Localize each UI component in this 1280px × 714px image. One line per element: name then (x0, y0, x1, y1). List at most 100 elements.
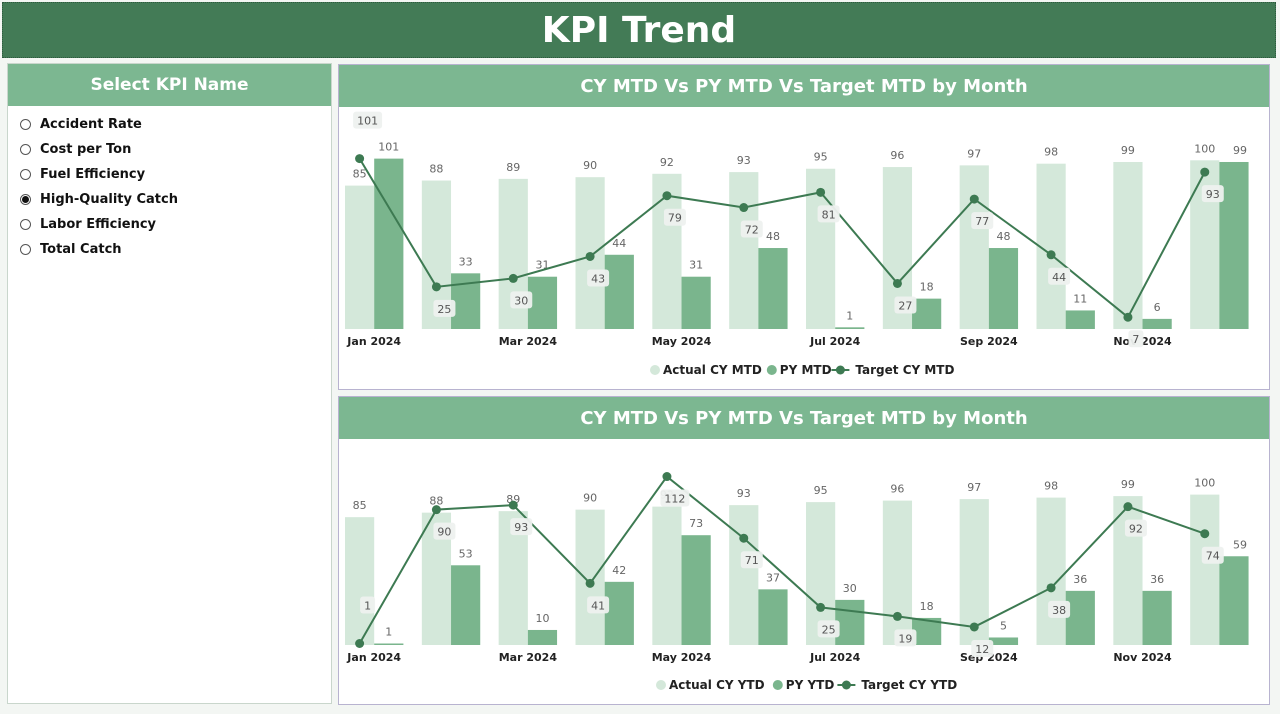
py-bar (681, 276, 711, 329)
x-tick-label: Jan 2024 (346, 335, 401, 348)
py-bar (1142, 318, 1172, 329)
py-data-label: 1 (846, 309, 853, 322)
kpi-option-accident-rate[interactable]: Accident Rate (20, 112, 331, 137)
actual-data-label: 90 (583, 492, 597, 505)
target-label-bg (510, 291, 533, 309)
target-data-label: 30 (510, 291, 533, 309)
target-label-text: 93 (1206, 188, 1220, 201)
target-data-label: 44 (1048, 267, 1071, 285)
radio-icon[interactable] (20, 244, 31, 255)
kpi-option-cost-per-ton[interactable]: Cost per Ton (20, 137, 331, 162)
target-label-text: 38 (1052, 604, 1066, 617)
target-data-label: 92 (1124, 519, 1147, 537)
py-data-label: 11 (1073, 292, 1087, 305)
actual-bar (959, 499, 989, 645)
actual-data-label: 98 (1044, 146, 1058, 159)
py-data-label: 42 (612, 564, 626, 577)
py-data-label: 53 (459, 547, 473, 560)
target-data-label: 72 (740, 220, 763, 238)
actual-bar (882, 500, 913, 645)
kpi-option-high-quality-catch[interactable]: High-Quality Catch (20, 187, 331, 212)
target-point (1200, 167, 1210, 177)
kpi-option-label: Cost per Ton (40, 142, 132, 157)
x-tick-label: May 2024 (652, 335, 712, 348)
target-point (1046, 250, 1056, 260)
chart-legend: Actual CY YTD PY YTD Target CY YTD (656, 678, 957, 692)
radio-icon[interactable] (20, 169, 31, 180)
py-data-label: 37 (766, 571, 780, 584)
target-label-text: 79 (668, 212, 682, 225)
kpi-option-label: Fuel Efficiency (40, 167, 146, 182)
actual-bar (345, 185, 375, 329)
py-bar (912, 298, 942, 329)
target-label-text: 12 (975, 643, 989, 656)
x-tick-label: Jan 2024 (346, 651, 401, 664)
kpi-option-total-catch[interactable]: Total Catch (20, 237, 331, 262)
py-bar (988, 637, 1019, 645)
py-bar (835, 599, 865, 645)
py-data-label: 31 (689, 259, 703, 272)
target-label-text: 81 (822, 208, 836, 221)
target-data-label: 112 (660, 489, 690, 507)
actual-data-label: 85 (353, 168, 367, 181)
page-title: KPI Trend (541, 9, 737, 51)
target-point (1200, 529, 1210, 539)
radio-icon[interactable] (20, 219, 31, 230)
py-data-label: 18 (920, 281, 934, 294)
legend-py-marker (772, 680, 783, 690)
target-point (662, 191, 672, 201)
target-data-label: 79 (663, 208, 686, 226)
actual-data-label: 90 (583, 159, 597, 172)
target-label-bg (971, 639, 994, 657)
legend-actual-label: Actual CY MTD (663, 363, 762, 377)
py-data-label: 30 (843, 582, 857, 595)
actual-data-label: 99 (1121, 144, 1135, 157)
py-bar (681, 535, 711, 645)
target-label-bg (740, 220, 763, 238)
py-bar (527, 276, 558, 329)
py-bar (835, 327, 865, 329)
radio-icon[interactable] (20, 144, 31, 155)
target-label-text: 30 (514, 294, 528, 307)
target-label-text: 43 (591, 272, 605, 285)
chart-title: CY MTD Vs PY MTD Vs Target MTD by Month (339, 397, 1269, 439)
target-data-label: 25 (817, 620, 840, 638)
target-point (1123, 312, 1133, 322)
kpi-option-fuel-efficiency[interactable]: Fuel Efficiency (20, 162, 331, 187)
target-label-text: 27 (898, 299, 912, 312)
py-bar (758, 248, 788, 329)
target-point (508, 273, 518, 283)
target-data-label: 7 (1128, 330, 1144, 348)
target-data-label: 74 (1201, 546, 1224, 564)
py-bar (604, 254, 634, 329)
py-data-label: 5 (1000, 619, 1007, 632)
target-label-bg (894, 629, 917, 647)
mtd-chart-panel: CY MTD Vs PY MTD Vs Target MTD by Month … (338, 64, 1270, 390)
chart-legend: Actual CY MTD PY MTD Target CY MTD (650, 363, 954, 377)
actual-bar (729, 505, 759, 645)
page-header: KPI Trend (2, 2, 1276, 58)
target-point (431, 505, 441, 515)
actual-bar (1190, 494, 1220, 645)
legend-actual-label: Actual CY YTD (669, 678, 765, 692)
kpi-slicer: Select KPI Name Accident Rate Cost per T… (7, 63, 332, 704)
target-data-label: 1 (360, 596, 376, 614)
kpi-option-label: High-Quality Catch (40, 192, 178, 207)
x-tick-label: Jul 2024 (809, 651, 860, 664)
target-label-bg (1201, 546, 1224, 564)
py-data-label: 1 (385, 625, 392, 638)
legend-target-label: Target CY MTD (855, 363, 954, 377)
target-label-bg (740, 551, 763, 569)
target-line (358, 158, 1206, 319)
actual-bar (575, 509, 605, 645)
target-label-bg (360, 596, 376, 614)
radio-icon[interactable] (20, 119, 31, 130)
target-point (969, 622, 979, 632)
target-label-text: 25 (822, 623, 836, 636)
radio-icon[interactable] (20, 194, 31, 205)
actual-data-label: 89 (506, 161, 520, 174)
kpi-option-labor-efficiency[interactable]: Labor Efficiency (20, 212, 331, 237)
target-label-text: 77 (975, 215, 989, 228)
actual-bar (729, 172, 759, 329)
